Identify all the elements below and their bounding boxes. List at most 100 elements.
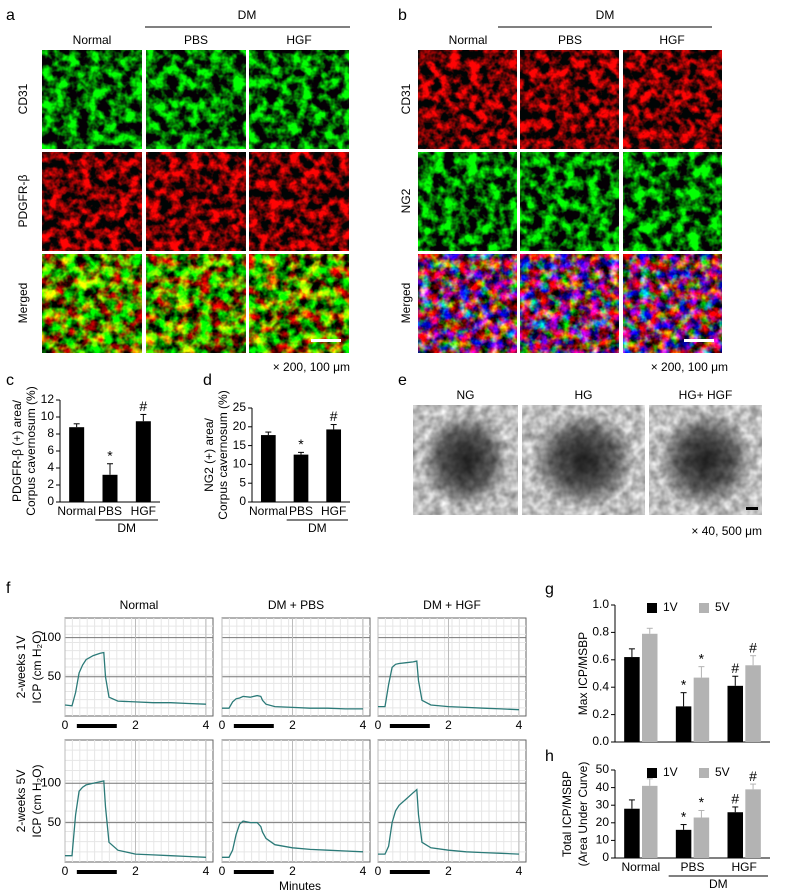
x-tick-label: 2 [132,718,139,732]
y-tick-label: 0.4 [592,679,609,693]
x-tick-label: 4 [360,718,367,732]
y-tick-label: 100 [41,630,61,644]
row-label: Merged [16,283,30,324]
y-axis-label: Corpus cavernosum (%) [24,386,38,515]
legend-label: 5V [715,765,730,779]
significance-mark: # [731,660,739,676]
group-label: DM [709,877,728,891]
bar [326,429,342,502]
y-tick-label: 20 [596,815,610,829]
y-tick-label: 0.8 [592,625,609,639]
x-tick-label: 4 [203,718,210,732]
scale-label: × 200, 100 μm [273,360,350,374]
x-tick-label: 4 [516,718,523,732]
panel-letter: g [545,581,554,598]
y-axis-label: NG2 (+) area/ [202,417,216,491]
significance-mark: # [731,791,739,807]
micrograph [249,50,349,149]
x-tick-label: 0 [62,718,69,732]
y-tick-label: 0.0 [592,734,609,748]
legend-swatch [699,768,709,778]
significance-mark: * [298,436,304,452]
x-tick-label: 0 [375,718,382,732]
significance-mark: * [681,808,687,824]
group-label: DM [238,8,257,22]
significance-mark: * [699,650,705,666]
micrograph [520,254,619,353]
tube-cluster [658,412,753,508]
x-tick-label: HGF [731,860,756,874]
y-tick-label: 0.2 [592,707,609,721]
bar [693,677,710,742]
y-axis-label: PDGFR-β (+) area/ [10,399,24,502]
legend-label: 1V [663,765,678,779]
y-axis-label: Max ICP/MSBP [576,632,590,715]
panel-letter: h [545,748,554,765]
micrograph [520,50,619,149]
y-tick-label: 0 [47,494,54,508]
y-axis-label: Corpus cavernosum (%) [216,390,230,519]
column-header: PBS [184,33,208,47]
scale-bar [746,507,758,510]
bar [135,421,151,502]
x-tick-label: Normal [57,504,96,518]
x-tick-label: 0 [219,718,226,732]
bar [641,633,658,742]
micrograph [418,152,517,251]
bar [727,812,744,858]
y-tick-label: 10 [596,833,610,847]
significance-mark: # [749,768,757,784]
stimulation-bar [76,724,117,728]
legend-swatch [699,603,709,613]
stimulation-bar [76,870,117,874]
bar [641,785,658,858]
y-tick-label: 20 [233,419,247,433]
column-header: HGF [659,33,684,47]
x-axis-label: Minutes [279,879,321,893]
tube-cluster [531,412,636,508]
y-tick-label: 2 [47,477,54,491]
panel-letter: b [398,7,407,24]
column-header: Normal [73,33,112,47]
scale-label: × 200, 100 μm [651,360,728,374]
micrograph [623,50,722,149]
x-tick-label: 4 [360,864,367,878]
column-header: HG+ HGF [679,388,733,402]
y-tick-label: 10 [233,457,247,471]
x-tick-label: Normal [621,860,660,874]
x-tick-label: 2 [132,864,139,878]
group-label: DM [596,8,615,22]
bar [293,454,309,502]
y-axis-label: 2-weeks 5V [14,770,28,833]
y-tick-label: 15 [233,438,247,452]
icp-trace [378,788,520,855]
x-tick-label: 2 [445,718,452,732]
micrograph [520,152,619,251]
y-tick-label: 6 [47,443,54,457]
x-tick-label: PBS [680,860,704,874]
y-tick-label: 0.6 [592,652,609,666]
column-title: DM + HGF [423,598,481,612]
y-tick-label: 40 [596,780,610,794]
y-tick-label: 25 [233,400,247,414]
y-tick-label: 100 [41,775,61,789]
micrograph [623,254,722,353]
group-label: DM [308,521,327,535]
x-tick-label: PBS [98,504,122,518]
icp-trace [222,820,364,858]
x-tick-label: 0 [375,864,382,878]
legend-swatch [647,768,657,778]
bar [260,435,276,502]
y-axis-label: (Area Under Curve) [576,762,590,867]
micrograph [146,50,246,149]
x-tick-label: Normal [249,504,288,518]
row-label: CD31 [16,83,30,114]
x-tick-label: 4 [516,864,523,878]
y-tick-label: 10 [41,409,55,423]
scale-label: × 40, 500 μm [691,524,762,538]
icp-trace [378,660,520,711]
y-tick-label: 1.0 [592,597,609,611]
column-header: PBS [558,33,582,47]
significance-mark: * [681,676,687,692]
column-header: NG [457,388,475,402]
